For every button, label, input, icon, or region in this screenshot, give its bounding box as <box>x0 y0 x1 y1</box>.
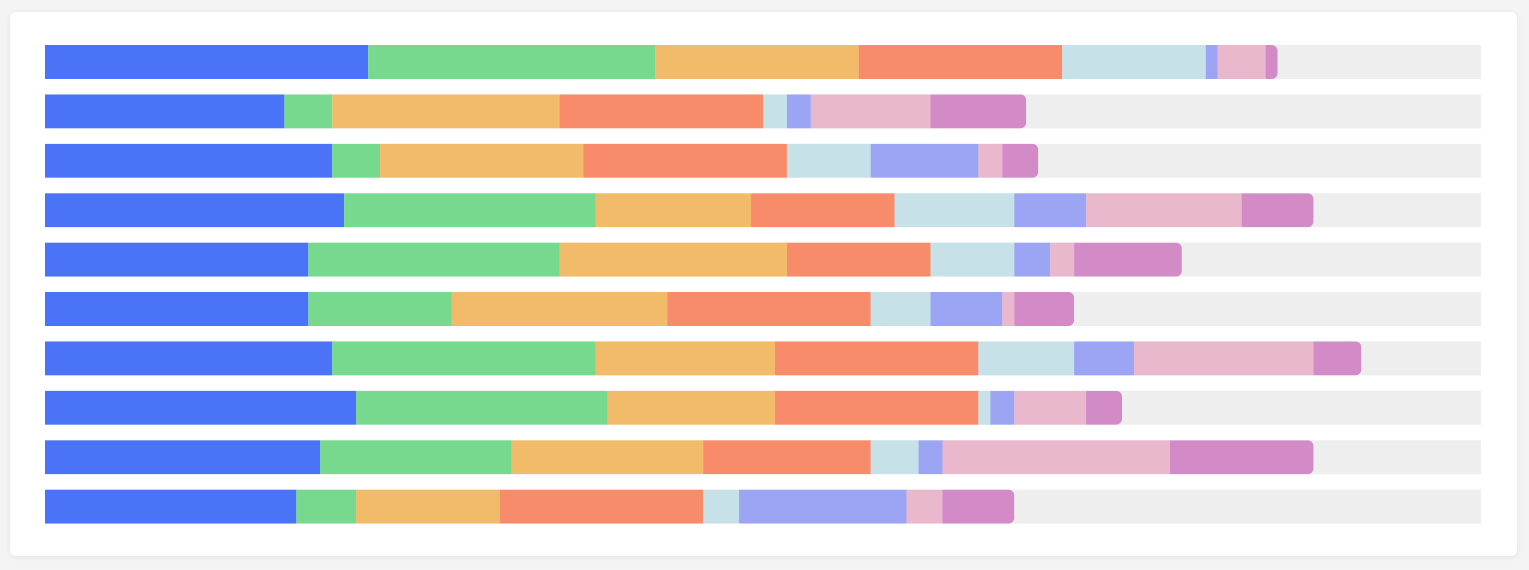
bar-segment <box>667 292 871 326</box>
bar-segment <box>1086 390 1122 425</box>
bar-segment <box>45 489 297 524</box>
bar-segment <box>703 489 740 524</box>
bar-row <box>45 292 1075 326</box>
bar-segment <box>1241 193 1314 228</box>
bar-segment <box>930 242 1015 277</box>
bar-segment <box>786 94 811 129</box>
bar-segment <box>356 489 500 524</box>
bar-segment <box>1014 292 1075 326</box>
bar-segment <box>1014 390 1087 425</box>
bar-segment <box>45 292 309 326</box>
bar-segment <box>990 390 1015 425</box>
bar-row <box>45 242 1182 277</box>
bar-segment <box>894 193 1015 228</box>
bar-segment <box>655 45 859 79</box>
bar-row <box>45 94 1027 129</box>
bar-segment <box>45 390 357 425</box>
bar-segment <box>870 440 919 475</box>
bar-segment <box>942 440 1170 475</box>
bar-segment <box>368 45 656 79</box>
bar-segment <box>703 440 871 475</box>
bar-segment <box>1050 242 1075 277</box>
bar-segment <box>45 143 333 178</box>
bar-row <box>45 143 1039 178</box>
bar-segment <box>751 193 895 228</box>
bar-segment <box>45 440 321 475</box>
bar-segment <box>320 440 512 475</box>
bar-row <box>45 440 1314 475</box>
bar-segment <box>284 94 333 129</box>
bar-segment <box>978 390 991 425</box>
bar-segment <box>1002 292 1015 326</box>
bar-segment <box>930 292 1003 326</box>
bar-segment <box>1014 193 1087 228</box>
bar-segment <box>583 143 787 178</box>
bar-segment <box>1217 45 1266 79</box>
bar-segment <box>978 341 1075 376</box>
bar-segment <box>978 143 1003 178</box>
bar-segment <box>344 193 596 228</box>
bar-segment <box>511 440 704 475</box>
bar-segment <box>356 390 608 425</box>
bar-segment <box>332 341 596 376</box>
bar-segment <box>332 94 560 129</box>
bar-row <box>45 390 1122 425</box>
bar-segment <box>1014 242 1051 277</box>
bar-segment <box>332 143 381 178</box>
bar-segment <box>870 143 979 178</box>
bar-segment <box>918 440 943 475</box>
bar-segment <box>1086 193 1242 228</box>
bar-segment <box>786 143 871 178</box>
bar-segment <box>451 292 668 326</box>
bar-segment <box>774 341 979 376</box>
bar-segment <box>45 242 309 277</box>
bar-segment <box>607 390 775 425</box>
bar-segment <box>1133 341 1314 376</box>
bar-segment <box>45 45 369 79</box>
bar-segment <box>595 193 752 228</box>
bar-segment <box>906 489 943 524</box>
bar-segment <box>1002 143 1039 178</box>
bar-segment <box>810 94 931 129</box>
bar-segment <box>1062 45 1206 79</box>
bar-segment <box>380 143 584 178</box>
bar-segment <box>559 242 787 277</box>
bar-segment <box>774 390 979 425</box>
bar-segment <box>308 292 452 326</box>
bar-segment <box>739 489 907 524</box>
bar-row <box>45 45 1278 79</box>
bar-segment <box>45 193 345 228</box>
bar-segment <box>786 242 931 277</box>
bar-segment <box>45 94 285 129</box>
bar-segment <box>870 292 931 326</box>
bar-segment <box>858 45 1063 79</box>
bar-segment <box>595 341 775 376</box>
bar-segment <box>559 94 763 129</box>
bar-segment <box>1313 341 1362 376</box>
bar-segment <box>499 489 704 524</box>
bar-segment <box>1205 45 1218 79</box>
bar-segment <box>1265 45 1278 79</box>
bar-row <box>45 489 1015 524</box>
bar-segment <box>930 94 1027 129</box>
bar-segment <box>1074 341 1134 376</box>
bar-segment <box>942 489 1015 524</box>
bar-segment <box>763 94 787 129</box>
bar-row <box>45 341 1362 376</box>
bar-segment <box>308 242 560 277</box>
bar-segment <box>45 341 333 376</box>
bar-row <box>45 193 1314 228</box>
bar-segment <box>1169 440 1314 475</box>
bar-segment <box>296 489 357 524</box>
bar-segment <box>1074 242 1182 277</box>
